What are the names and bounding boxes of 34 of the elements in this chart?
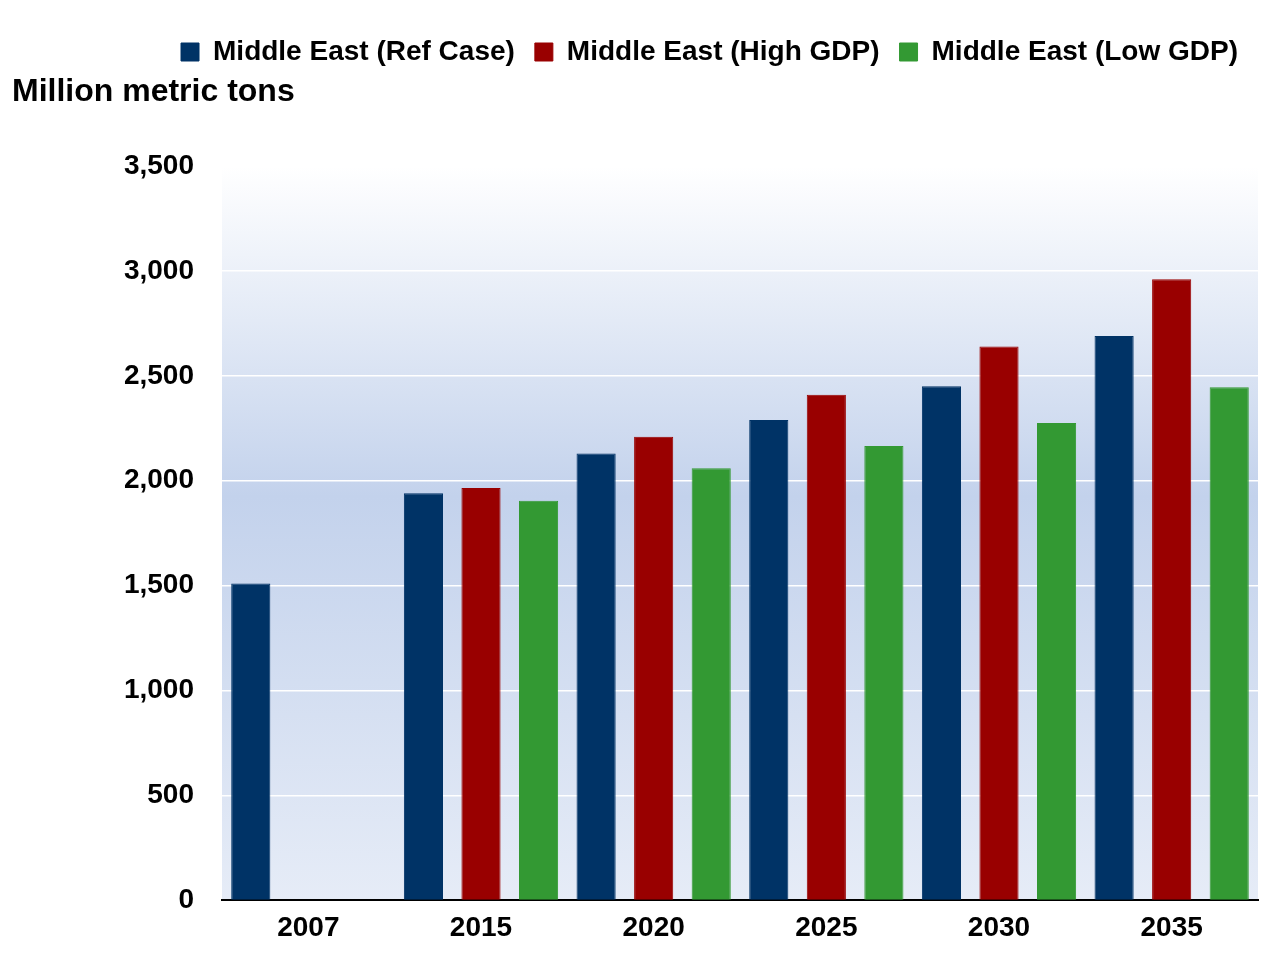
x-tick-label: 2030: [967, 910, 1031, 942]
bar: [576, 453, 616, 900]
bar: [921, 386, 962, 900]
y-tick-label: 3,000: [123, 253, 194, 285]
x-tick-label: 2035: [1140, 910, 1203, 942]
bar: [749, 419, 789, 900]
y-tick-label: 0: [178, 883, 194, 915]
bar: [979, 346, 1019, 900]
y-tick-label: 1,000: [123, 673, 194, 705]
y-tick-label: 2,000: [123, 463, 194, 495]
bar: [1209, 387, 1249, 900]
legend-label: Middle East (High GDP): [566, 34, 880, 66]
bar: [461, 488, 501, 900]
x-tick-label: 2020: [622, 910, 685, 942]
y-tick-label: 500: [147, 778, 194, 810]
bar: [1094, 335, 1134, 900]
bar: [231, 583, 271, 900]
legend-label: Middle East (Ref Case): [213, 34, 515, 66]
bar: [1036, 423, 1077, 900]
y-tick-label: 3,500: [123, 148, 194, 180]
y-tick-label: 2,500: [123, 358, 194, 390]
legend-label: Middle East (Low GDP): [931, 34, 1239, 66]
bar: [806, 394, 846, 900]
x-tick-label: 2025: [795, 910, 858, 942]
bar: [1152, 279, 1192, 900]
y-tick-label: 1,500: [123, 568, 194, 600]
y-axis-title: Million metric tons: [12, 71, 295, 108]
bar: [691, 468, 731, 900]
bar: [403, 493, 444, 900]
x-tick-label: 2015: [449, 910, 513, 942]
bar: [634, 436, 674, 900]
bar: [518, 500, 559, 900]
x-tick-label: 2007: [277, 910, 340, 942]
bar: [864, 446, 904, 900]
